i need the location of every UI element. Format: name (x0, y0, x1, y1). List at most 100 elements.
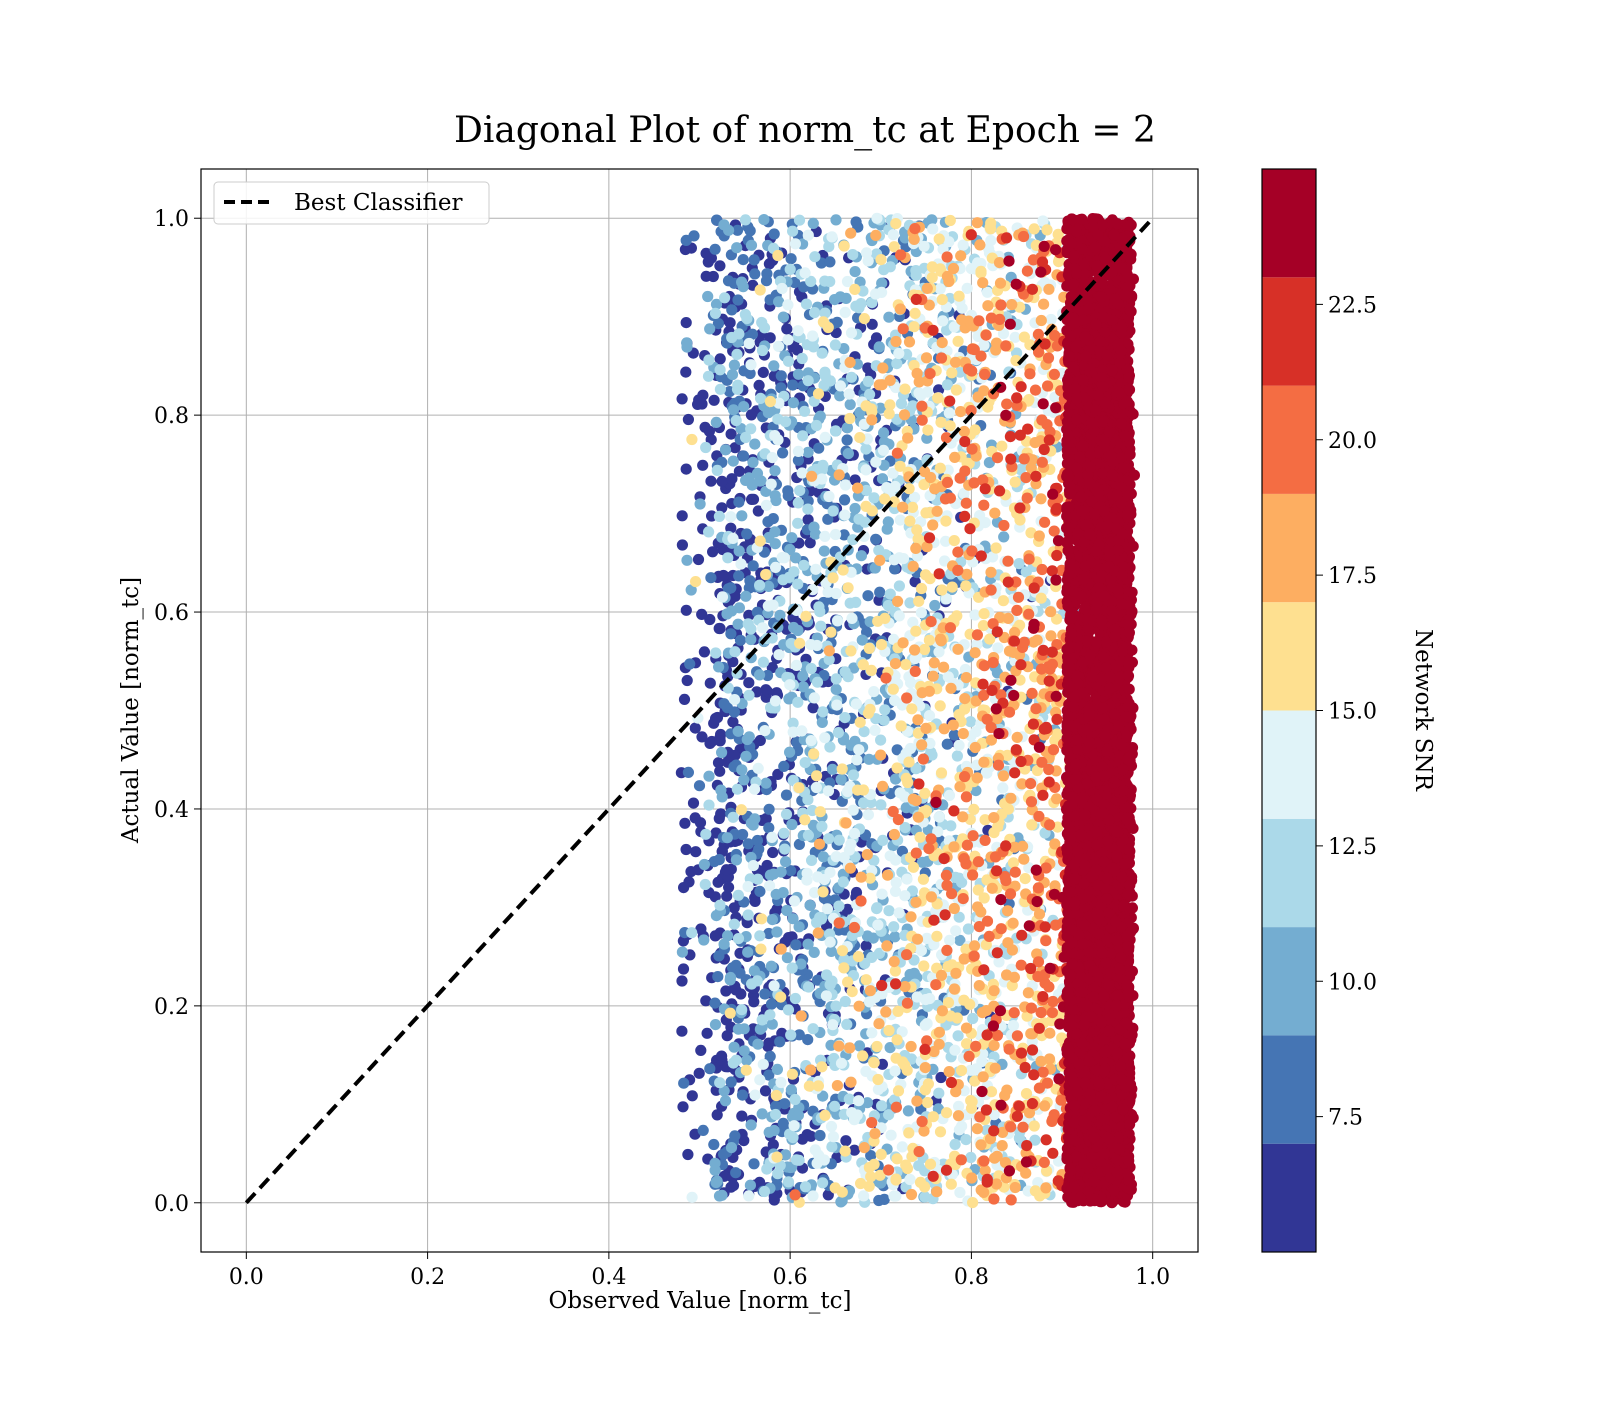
scatter-point (970, 1041, 981, 1052)
scatter-point (989, 1040, 1000, 1051)
scatter-point (933, 646, 944, 657)
scatter-point (870, 230, 881, 241)
scatter-point (991, 542, 1002, 553)
scatter-point (866, 414, 877, 425)
scatter-point (746, 240, 757, 251)
scatter-point (921, 352, 932, 363)
scatter-point (841, 1019, 852, 1030)
scatter-point (925, 1159, 936, 1170)
scatter-point (866, 1027, 877, 1038)
scatter-point (1020, 472, 1031, 483)
scatter-point (777, 552, 788, 563)
scatter-point (792, 518, 803, 529)
scatter-point (809, 307, 820, 318)
scatter-point (787, 226, 798, 237)
scatter-point (1044, 676, 1055, 687)
scatter-point (823, 587, 834, 598)
scatter-point (858, 784, 869, 795)
scatter-point (928, 671, 939, 682)
scatter-point (910, 626, 921, 637)
scatter-point (859, 313, 870, 324)
scatter-point (816, 821, 827, 832)
scatter-point (783, 490, 794, 501)
scatter-point (806, 471, 817, 482)
scatter-point (793, 782, 804, 793)
scatter-point (908, 794, 919, 805)
scatter-point (812, 677, 823, 688)
scatter-point (818, 851, 829, 862)
scatter-point (754, 669, 765, 680)
scatter-point (762, 1041, 773, 1052)
scatter-point (778, 574, 789, 585)
scatter-point (681, 555, 692, 566)
scatter-point (759, 988, 770, 999)
scatter-point (1040, 1182, 1051, 1193)
scatter-point (766, 832, 777, 843)
scatter-point (931, 931, 942, 942)
scatter-point (687, 1192, 698, 1203)
scatter-point (788, 727, 799, 738)
scatter-point (712, 971, 723, 982)
scatter-point (899, 981, 910, 992)
scatter-point (732, 384, 743, 395)
scatter-point (843, 582, 854, 593)
scatter-point (756, 475, 767, 486)
scatter-point (941, 945, 952, 956)
scatter-point (839, 509, 850, 520)
scatter-point (798, 681, 809, 692)
scatter-point (824, 867, 835, 878)
scatter-point (827, 1019, 838, 1030)
scatter-point (835, 380, 846, 391)
scatter-point (803, 447, 814, 458)
scatter-point (1003, 256, 1014, 267)
scatter-point (1040, 935, 1051, 946)
scatter-point (831, 684, 842, 695)
scatter-point (787, 380, 798, 391)
scatter-point (1022, 493, 1033, 504)
scatter-point (738, 401, 749, 412)
scatter-point (764, 880, 775, 891)
scatter-point (932, 392, 943, 403)
scatter-point (758, 657, 769, 668)
scatter-point (952, 750, 963, 761)
scatter-point (961, 791, 972, 802)
scatter-point (867, 505, 878, 516)
scatter-point (781, 809, 792, 820)
scatter-point (954, 1124, 965, 1135)
scatter-point (1028, 719, 1039, 730)
scatter-point (890, 218, 901, 229)
scatter-point (728, 812, 739, 823)
scatter-point (993, 760, 1004, 771)
scatter-point (910, 897, 921, 908)
scatter-point (944, 935, 955, 946)
scatter-point (753, 763, 764, 774)
scatter-point (733, 619, 744, 630)
scatter-point (761, 275, 772, 286)
scatter-point (1047, 647, 1058, 658)
scatter-point (725, 511, 736, 522)
scatter-point (809, 692, 820, 703)
scatter-point (743, 838, 754, 849)
scatter-point (696, 609, 707, 620)
scatter-point (941, 870, 952, 881)
scatter-point (940, 909, 951, 920)
scatter-point (996, 441, 1007, 452)
scatter-point (846, 372, 857, 383)
scatter-point (761, 500, 772, 511)
scatter-point (714, 623, 725, 634)
scatter-point (697, 460, 708, 471)
scatter-point (1003, 613, 1014, 624)
scatter-point (838, 876, 849, 887)
scatter-point (730, 984, 741, 995)
scatter-point (687, 1090, 698, 1101)
scatter-point (970, 647, 981, 658)
scatter-point (985, 223, 996, 234)
scatter-point (783, 1004, 794, 1015)
scatter-point (817, 706, 828, 717)
scatter-point (844, 389, 855, 400)
scatter-point (919, 1181, 930, 1192)
scatter-point (1030, 1185, 1041, 1196)
scatter-point (961, 672, 972, 683)
scatter-point (727, 369, 738, 380)
scatter-point (721, 608, 732, 619)
